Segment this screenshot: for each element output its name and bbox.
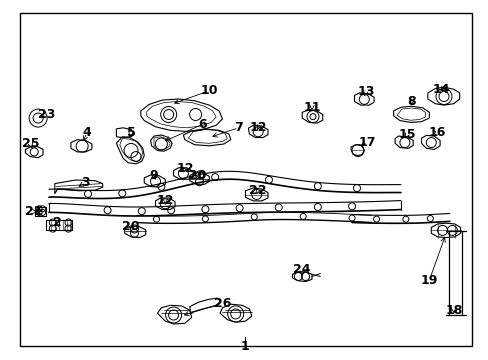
Text: 18: 18 [444,304,462,317]
Text: 1: 1 [240,340,248,353]
Text: 20: 20 [122,220,140,233]
Text: 14: 14 [431,83,449,96]
Text: 11: 11 [303,101,320,114]
Text: 15: 15 [397,129,415,141]
Text: 17: 17 [358,136,376,149]
Text: 6: 6 [198,118,207,131]
Text: 24: 24 [293,263,310,276]
Text: 8: 8 [407,95,415,108]
Text: 12: 12 [176,162,193,175]
Text: 25: 25 [21,137,39,150]
Text: 7: 7 [234,121,243,134]
Text: 12: 12 [156,194,174,207]
Text: 5: 5 [126,126,135,139]
Text: 23: 23 [38,108,55,121]
Text: 12: 12 [249,121,266,134]
Text: 21: 21 [24,205,42,218]
Text: 16: 16 [428,126,446,139]
Text: 19: 19 [420,274,437,287]
Text: 3: 3 [81,176,90,189]
Text: 13: 13 [356,85,374,98]
Text: 22: 22 [249,184,266,197]
Text: 9: 9 [149,169,158,182]
Text: 26: 26 [213,297,231,310]
Text: 10: 10 [200,84,218,97]
Text: 20: 20 [189,169,206,182]
Text: 4: 4 [82,126,91,139]
Text: 2: 2 [53,216,62,229]
